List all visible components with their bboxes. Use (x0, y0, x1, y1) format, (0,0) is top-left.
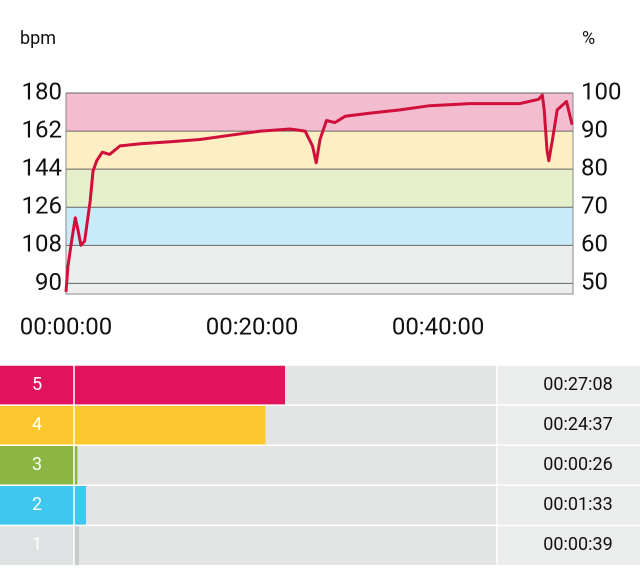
zone-label-bg (0, 405, 74, 446)
plot-frame (65, 93, 574, 295)
y-label: bpm (20, 28, 56, 49)
zone-bar (74, 485, 87, 526)
x-tick-label: 00:00:00 (20, 312, 113, 340)
y2-tick-label: 50 (581, 268, 608, 296)
zone-label: 1 (32, 534, 42, 555)
y-tick-label: 108 (22, 230, 62, 258)
y2-tick-label: 90 (581, 115, 608, 143)
zone-bar (74, 365, 285, 406)
zone-band (66, 207, 573, 246)
y2-tick-label: 80 (581, 153, 608, 181)
zone-bar (74, 445, 78, 486)
zone-time: 00:24:37 (543, 414, 612, 435)
y-tick-label: 180 (22, 77, 62, 105)
y2-tick-label: 100 (581, 77, 621, 105)
zone-time: 00:00:26 (543, 454, 612, 475)
y2-tick-label: 70 (581, 192, 608, 220)
zone-bar (74, 525, 80, 566)
y-tick-label: 162 (22, 115, 62, 143)
y-tick-label: 144 (22, 154, 62, 182)
zone-label-bg (0, 485, 74, 526)
time-cell (497, 445, 640, 486)
y2-label: % (582, 28, 595, 49)
zone-time: 00:01:33 (543, 494, 612, 515)
zone-label: 4 (32, 414, 42, 435)
zone-time: 00:27:08 (543, 374, 612, 395)
zone-label-bg (0, 525, 74, 566)
zone-label-bg (0, 445, 74, 486)
y-tick-label: 90 (35, 268, 62, 296)
x-tick-label: 00:40:00 (392, 312, 485, 340)
zone-bar (74, 405, 266, 446)
zone-label: 2 (32, 494, 42, 515)
y-tick-label: 126 (22, 192, 62, 220)
zone-band (66, 245, 573, 294)
zone-time: 00:00:39 (543, 534, 612, 555)
zone-label: 3 (32, 454, 42, 475)
zone-band (66, 169, 573, 208)
zone-band (66, 93, 573, 132)
zone-label: 5 (32, 374, 42, 395)
x-tick-label: 00:20:00 (206, 312, 299, 340)
hr-line (64, 93, 574, 293)
time-cell (497, 485, 640, 526)
zone-label-bg (0, 365, 74, 406)
time-cell (497, 405, 640, 446)
time-cell (497, 365, 640, 406)
y2-tick-label: 60 (581, 230, 608, 258)
time-cell (497, 525, 640, 566)
